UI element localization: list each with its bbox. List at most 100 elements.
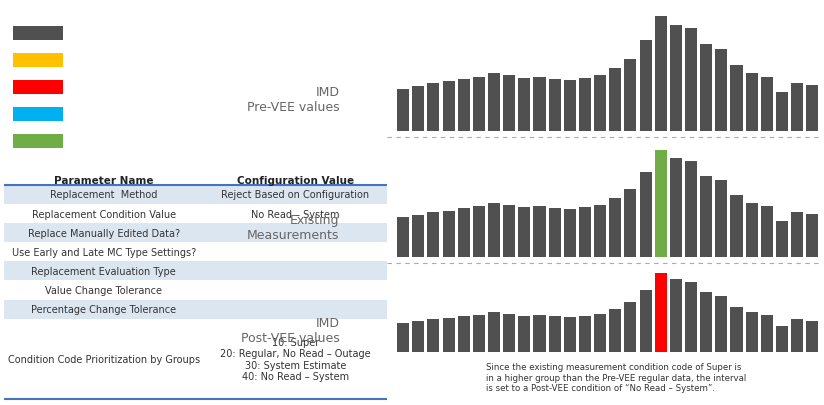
Bar — [700, 293, 712, 352]
FancyBboxPatch shape — [13, 27, 63, 41]
Text: Replacement Condition Value: Replacement Condition Value — [31, 209, 176, 219]
Bar — [579, 79, 591, 132]
Bar — [715, 181, 728, 257]
Bar — [639, 173, 652, 257]
Bar — [442, 318, 455, 352]
Text: Since the existing measurement condition code of Super is
in a higher group than: Since the existing measurement condition… — [486, 362, 746, 392]
FancyBboxPatch shape — [4, 243, 387, 262]
Bar — [746, 313, 758, 352]
Text: Condition Code Prioritization by Groups: Condition Code Prioritization by Groups — [7, 354, 199, 364]
Bar — [533, 207, 545, 257]
Bar — [730, 66, 742, 132]
Bar — [625, 303, 636, 352]
Bar — [806, 321, 818, 352]
Bar — [655, 150, 667, 257]
Bar — [761, 315, 773, 352]
FancyBboxPatch shape — [4, 262, 387, 281]
Bar — [700, 45, 712, 132]
Bar — [579, 208, 591, 257]
FancyBboxPatch shape — [13, 81, 63, 95]
Bar — [549, 209, 560, 257]
Bar — [791, 83, 803, 132]
Bar — [457, 80, 470, 132]
Bar — [806, 86, 818, 132]
Bar — [791, 319, 803, 352]
Text: Percentage Change Tolerance: Percentage Change Tolerance — [31, 305, 176, 314]
Bar — [776, 93, 788, 132]
Bar — [428, 212, 439, 257]
Bar — [533, 315, 545, 352]
Bar — [518, 208, 531, 257]
Bar — [730, 307, 742, 352]
FancyBboxPatch shape — [4, 281, 387, 300]
Bar — [655, 17, 667, 132]
Text: = Super: = Super — [70, 136, 115, 147]
Bar — [715, 296, 728, 352]
Text: = No Read – Outage: = No Read – Outage — [70, 110, 183, 119]
Bar — [488, 313, 500, 352]
Text: Reject Based on Configuration: Reject Based on Configuration — [222, 190, 369, 200]
Bar — [488, 203, 500, 257]
Bar — [806, 214, 818, 257]
Bar — [428, 83, 439, 132]
Text: Existing
Measurements: Existing Measurements — [247, 213, 339, 241]
Bar — [428, 319, 439, 352]
Bar — [655, 274, 667, 352]
Bar — [503, 76, 515, 132]
Bar — [625, 190, 636, 257]
Text: Configuration Value: Configuration Value — [236, 176, 353, 186]
Bar — [442, 211, 455, 257]
Bar — [442, 82, 455, 132]
Bar — [488, 74, 500, 132]
Bar — [579, 316, 591, 352]
Text: 10: Super
20: Regular, No Read – Outage
30: System Estimate
40: No Read – System: 10: Super 20: Regular, No Read – Outage … — [220, 337, 371, 382]
Text: Replace Manually Edited Data?: Replace Manually Edited Data? — [28, 228, 180, 238]
Bar — [609, 69, 621, 132]
Bar — [791, 212, 803, 257]
Bar — [397, 90, 410, 132]
Bar — [549, 80, 560, 132]
Bar — [564, 81, 576, 132]
FancyBboxPatch shape — [4, 205, 387, 224]
Bar — [761, 77, 773, 132]
Bar — [397, 323, 410, 352]
Bar — [670, 26, 682, 132]
Bar — [761, 207, 773, 257]
Bar — [746, 203, 758, 257]
Text: No Read – System: No Read – System — [251, 209, 339, 219]
FancyBboxPatch shape — [4, 319, 387, 399]
Bar — [776, 221, 788, 257]
Bar — [685, 282, 697, 352]
Bar — [473, 207, 485, 257]
Bar — [715, 50, 728, 132]
Text: IMD
Post-VEE values: IMD Post-VEE values — [241, 316, 339, 344]
Bar — [457, 317, 470, 352]
Text: = No Read – System: = No Read – System — [70, 83, 184, 93]
Bar — [776, 326, 788, 352]
Bar — [473, 77, 485, 132]
Bar — [609, 199, 621, 257]
Bar — [594, 314, 606, 352]
Bar — [457, 209, 470, 257]
Bar — [639, 41, 652, 132]
Bar — [730, 195, 742, 257]
Text: = System Estimated: = System Estimated — [70, 56, 184, 66]
Bar — [473, 315, 485, 352]
Bar — [564, 318, 576, 352]
Bar — [594, 205, 606, 257]
FancyBboxPatch shape — [4, 224, 387, 243]
Text: Value Change Tolerance: Value Change Tolerance — [45, 286, 162, 295]
Bar — [685, 29, 697, 132]
FancyBboxPatch shape — [13, 54, 63, 68]
Bar — [412, 322, 424, 352]
Text: IMD
Pre-VEE values: IMD Pre-VEE values — [247, 85, 339, 113]
Bar — [670, 158, 682, 257]
Bar — [518, 316, 531, 352]
Bar — [746, 74, 758, 132]
Bar — [700, 176, 712, 257]
Bar — [397, 218, 410, 257]
Bar — [549, 317, 560, 352]
Bar — [639, 290, 652, 352]
Bar — [503, 205, 515, 257]
Bar — [670, 279, 682, 352]
